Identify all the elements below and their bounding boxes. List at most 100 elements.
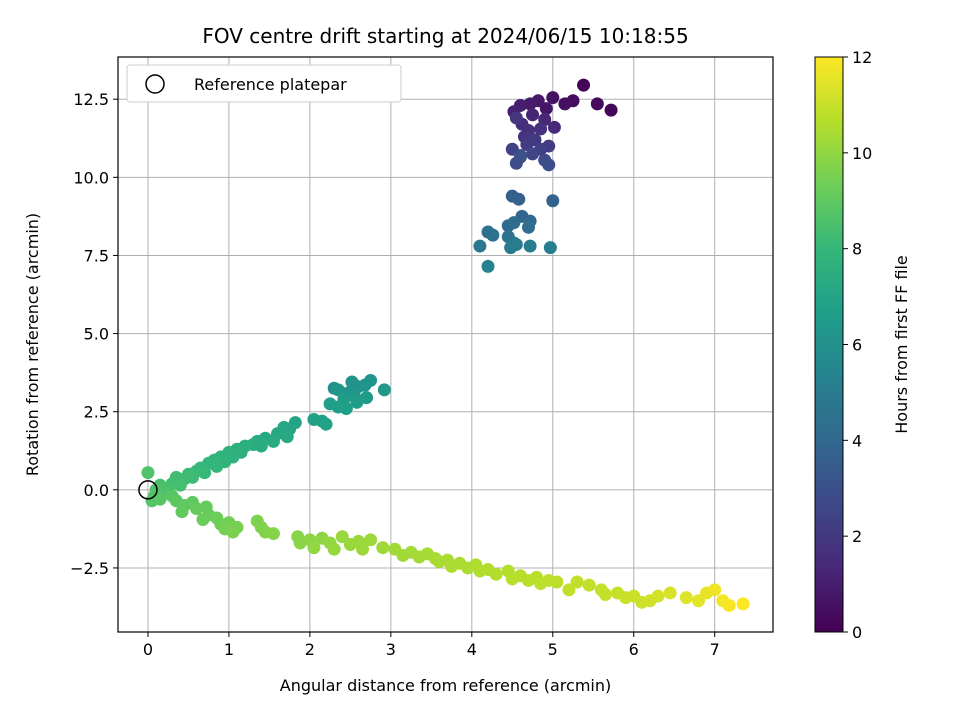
data-point (547, 120, 561, 134)
data-point (350, 395, 364, 409)
y-axis-ticks: −2.5 0.0 2.5 5.0 7.5 10.0 12.5 (70, 90, 118, 578)
colorbar: 0 2 4 6 8 10 12 Hours from first FF file (814, 48, 911, 642)
data-point (512, 192, 526, 206)
colorbar-tick-label: 6 (852, 336, 862, 355)
data-point (175, 505, 189, 519)
data-point (651, 589, 665, 603)
data-point (360, 391, 374, 405)
data-point (331, 383, 345, 397)
colorbar-gradient (814, 56, 844, 633)
data-point (266, 527, 280, 541)
data-point (598, 588, 612, 601)
colorbar-label: Hours from first FF file (892, 255, 911, 434)
plot-frame (117, 56, 774, 633)
data-point (280, 430, 294, 444)
data-point (323, 397, 337, 411)
legend-entry: Reference platepar (194, 75, 347, 94)
legend-box (126, 64, 402, 103)
x-tick-label: 5 (548, 640, 558, 659)
data-point (307, 541, 321, 555)
y-tick-label: 10.0 (73, 168, 109, 187)
data-point (513, 148, 527, 162)
data-point (319, 417, 333, 431)
data-point (708, 583, 722, 597)
x-tick-label: 1 (224, 640, 234, 659)
data-point (679, 591, 693, 605)
data-point (722, 598, 736, 612)
data-point (489, 567, 503, 581)
x-tick-label: 3 (386, 640, 396, 659)
colorbar-tick-label: 10 (852, 144, 872, 163)
data-point (577, 78, 591, 92)
y-tick-label: −2.5 (70, 559, 109, 578)
x-tick-label: 7 (710, 640, 720, 659)
data-point (562, 583, 576, 597)
data-point (546, 91, 560, 105)
data-point (736, 597, 750, 611)
y-tick-label: 12.5 (73, 90, 109, 109)
data-point (196, 513, 210, 526)
data-point (481, 259, 495, 273)
data-point (307, 413, 321, 426)
colorbar-tick-label: 8 (852, 240, 862, 259)
reference-marker (138, 480, 158, 500)
data-point (327, 542, 341, 556)
data-point (558, 97, 572, 111)
y-tick-label: 7.5 (84, 246, 109, 265)
reference-marker-group (138, 480, 158, 500)
colorbar-tick-label: 12 (852, 48, 872, 67)
data-point (358, 378, 372, 392)
x-axis-label: Angular distance from reference (arcmin) (280, 676, 611, 695)
colorbar-tick-label: 4 (852, 431, 862, 450)
data-point (377, 383, 391, 397)
legend-reference-marker (145, 74, 165, 94)
data-point (526, 147, 540, 161)
data-point (335, 530, 349, 544)
data-point (604, 103, 618, 117)
data-point (570, 575, 584, 589)
legend: Reference platepar (126, 64, 402, 103)
chart-title: FOV centre drift starting at 2024/06/15 … (202, 24, 688, 48)
grid (118, 57, 773, 632)
data-point (521, 220, 535, 234)
data-point (509, 111, 523, 125)
data-point (356, 542, 370, 556)
data-point (153, 492, 167, 506)
x-tick-label: 0 (143, 640, 153, 659)
x-axis-ticks: 0 1 2 3 4 5 6 7 (143, 632, 720, 659)
data-point (542, 158, 556, 172)
colorbar-tick-label: 0 (852, 623, 862, 642)
data-points (141, 78, 750, 612)
data-point (546, 194, 560, 208)
data-point (486, 228, 500, 242)
y-tick-label: 0.0 (84, 481, 109, 500)
data-point (376, 541, 390, 555)
data-point (539, 102, 553, 116)
data-point (582, 578, 596, 592)
data-point (210, 459, 224, 473)
data-point (534, 122, 548, 136)
y-tick-label: 5.0 (84, 325, 109, 344)
data-point (523, 239, 537, 253)
y-tick-label: 2.5 (84, 403, 109, 422)
data-point (141, 466, 155, 480)
x-tick-label: 6 (629, 640, 639, 659)
data-point (663, 586, 677, 600)
x-tick-label: 2 (305, 640, 315, 659)
x-tick-label: 4 (467, 640, 477, 659)
data-point (473, 239, 487, 253)
data-point (266, 434, 280, 448)
data-point (173, 478, 187, 492)
data-point (509, 238, 523, 251)
colorbar-ticks: 0 2 4 6 8 10 12 (843, 48, 872, 642)
data-point (590, 97, 604, 111)
y-axis-label: Rotation from reference (arcmin) (23, 213, 42, 476)
data-point (190, 502, 204, 516)
data-point (364, 533, 378, 547)
colorbar-tick-label: 2 (852, 527, 862, 546)
data-point (523, 97, 537, 111)
data-point (520, 138, 534, 151)
data-point (226, 525, 240, 539)
data-point (692, 594, 706, 608)
